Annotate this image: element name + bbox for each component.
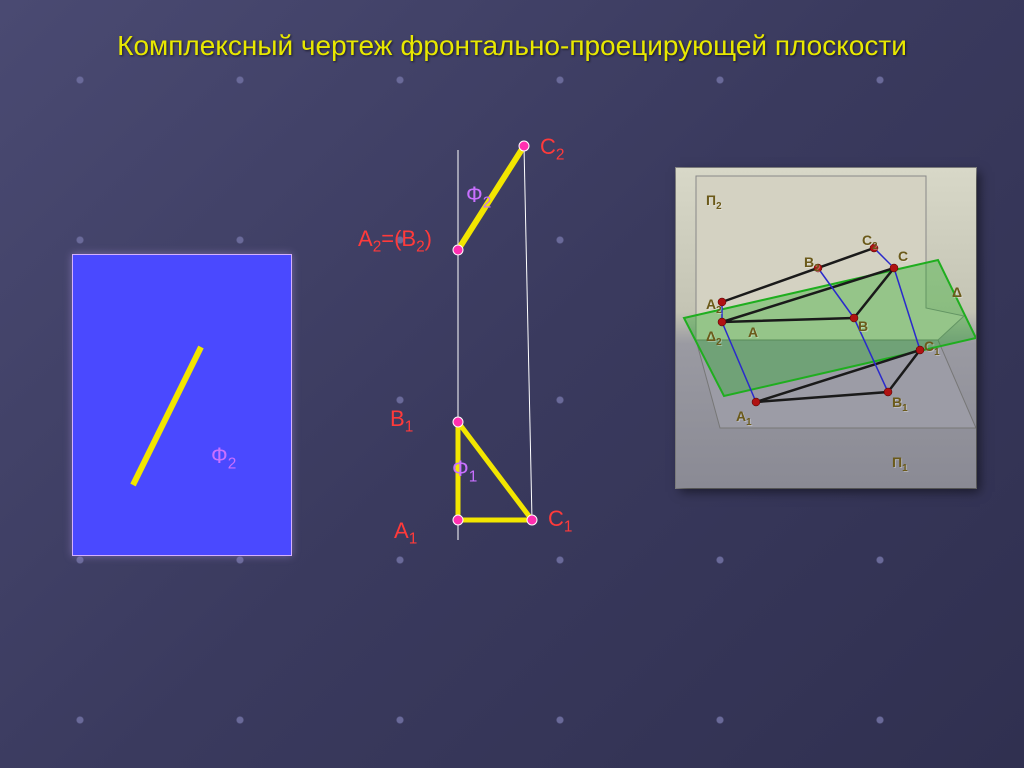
left-panel: Ф2 [72, 254, 292, 556]
d3-label-B2: B2 [804, 254, 820, 274]
d3-label-Pi2: П2 [706, 192, 722, 212]
label-C2: С2 [540, 134, 564, 164]
d3-label-B1: B1 [892, 394, 908, 414]
d3-label-D2: Δ2 [706, 328, 722, 348]
d3-label-A2: A2 [706, 296, 722, 316]
phi2-label-left: Ф2 [211, 443, 236, 473]
label-A2B2: А2=(В2) [358, 226, 432, 256]
center-diagram: С2Ф2А2=(В2)В1Ф1А1С1 [400, 140, 640, 580]
label-Phi1: Ф1 [452, 456, 477, 486]
d3-label-B: B [858, 318, 868, 334]
left-panel-svg [73, 255, 291, 555]
label-C1: С1 [548, 506, 572, 536]
d3-label-C2: C2 [862, 232, 878, 252]
d3-label-Pi1: П1 [892, 454, 908, 474]
right-3d-panel: П2 П1 A2 B2 C2 C B A Δ2 A1 B1 C1 Δ [676, 168, 976, 488]
d3-label-C: C [898, 248, 908, 264]
label-A1: А1 [394, 518, 417, 548]
label-Phi2: Ф2 [466, 182, 491, 212]
d3-label-A1: A1 [736, 408, 752, 428]
d3-label-C1: C1 [924, 338, 940, 358]
d3-label-D: Δ [952, 284, 962, 300]
d3-label-A: A [748, 324, 758, 340]
phi2-line [133, 347, 201, 485]
slide-title: Комплексный чертеж фронтально-проецирующ… [0, 28, 1024, 64]
center-svg [400, 140, 640, 580]
label-B1: В1 [390, 406, 413, 436]
